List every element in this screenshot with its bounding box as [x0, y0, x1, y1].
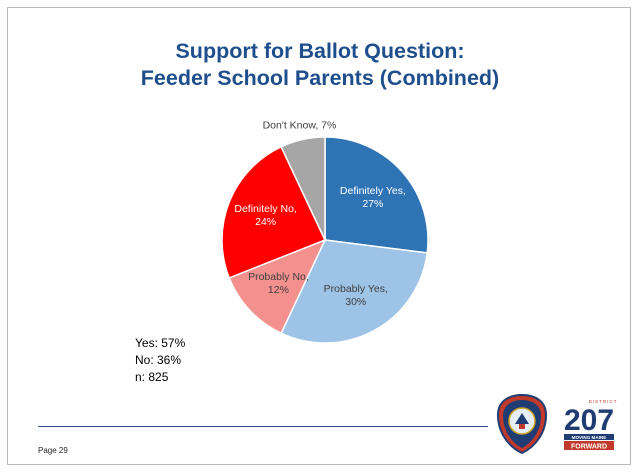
- pie-slice-definitely-no: [221, 145, 327, 279]
- title-line-1: Support for Ballot Question:: [175, 39, 465, 63]
- logo-forward: FORWARD: [571, 444, 607, 451]
- slide: Support for Ballot Question: Feeder Scho…: [7, 7, 631, 465]
- slide-title: Support for Ballot Question: Feeder Scho…: [8, 38, 630, 92]
- pie-slice-probably-no: [228, 238, 327, 335]
- logo-district-word: DISTRICT: [589, 399, 618, 404]
- seal-logo-icon: [496, 393, 548, 455]
- logo-number: 207: [564, 404, 614, 437]
- summary-yes: Yes: 57%: [135, 336, 186, 350]
- pie-label-probably-yes: Probably Yes, 30%: [323, 282, 388, 308]
- pie-slice-definitely-yes: [324, 136, 429, 254]
- logo-tagline: MOVING MAINE: [572, 435, 607, 440]
- summary-no: No: 36%: [135, 353, 182, 367]
- pie-label-definitely-yes: Definitely Yes, 27%: [339, 184, 406, 210]
- pie-label-probably-no: Probably No, 12%: [248, 270, 309, 296]
- pie-label-definitely-no: Definitely No, 24%: [234, 203, 297, 229]
- pie-slice-probably-yes: [280, 239, 429, 344]
- summary-stats: Yes: 57% No: 36% n: 825: [135, 335, 185, 386]
- pie-label-don-t-know: Don't Know, 7%: [262, 119, 337, 132]
- footer-divider: [38, 426, 488, 427]
- pie-slice-don-t-know: [280, 136, 326, 241]
- summary-n: n: 825: [135, 370, 169, 384]
- district-207-logo: DISTRICT 207 MOVING MAINE FORWARD: [564, 399, 618, 451]
- pie-chart: [221, 136, 429, 344]
- page-number: Page 29: [38, 446, 68, 455]
- title-line-2: Feeder School Parents (Combined): [140, 66, 500, 90]
